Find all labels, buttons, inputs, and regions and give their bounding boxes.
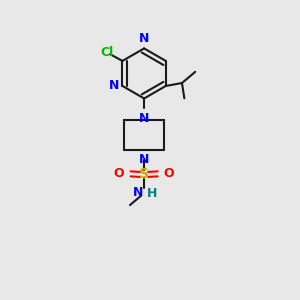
Text: O: O bbox=[114, 167, 124, 180]
Text: N: N bbox=[139, 32, 149, 45]
Text: N: N bbox=[133, 186, 143, 199]
Text: H: H bbox=[147, 188, 158, 200]
Text: N: N bbox=[109, 80, 119, 92]
Text: S: S bbox=[139, 167, 149, 182]
Text: O: O bbox=[164, 167, 175, 180]
Text: N: N bbox=[139, 153, 149, 166]
Text: N: N bbox=[139, 112, 149, 125]
Text: Cl: Cl bbox=[100, 46, 114, 59]
